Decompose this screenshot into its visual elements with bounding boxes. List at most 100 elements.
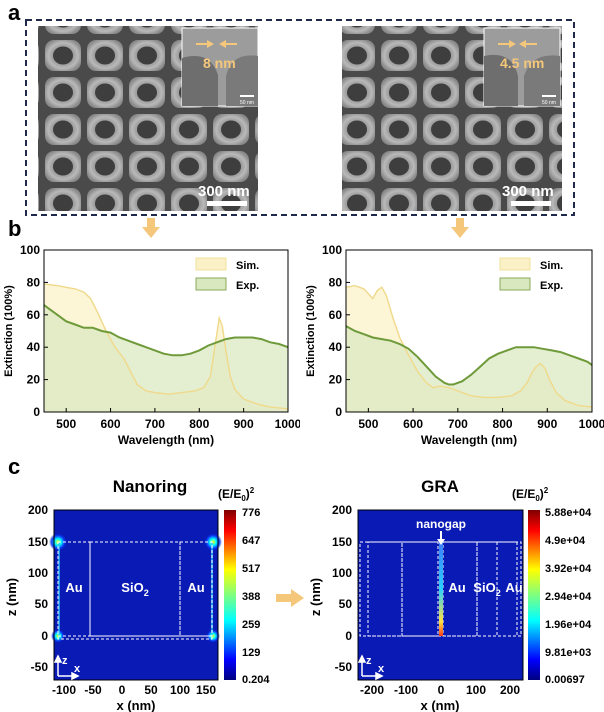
svg-text:-200: -200: [360, 683, 384, 697]
y-tick-label: 60: [329, 308, 343, 322]
scale-bar-label-left: 300 nm: [198, 183, 250, 200]
svg-text:x: x: [74, 663, 81, 675]
arrow-a-to-b-right: [451, 218, 469, 238]
svg-text:150: 150: [28, 535, 48, 549]
y-tick-label: 80: [27, 275, 41, 289]
svg-text:z: z: [366, 655, 372, 667]
y-tick-label: 60: [27, 308, 41, 322]
svg-text:x: x: [378, 663, 385, 675]
extinction-chart-right: 0 20 40 60 80 100 500 600 700 800 900 1000 Wavelengt…: [305, 243, 604, 447]
axis-glyph-left: [53, 654, 80, 681]
label-sio2-gra: SiO2: [473, 580, 500, 598]
legend-label-exp: Exp.: [236, 280, 259, 292]
nanogap-hotspot: [439, 542, 443, 636]
x-tick-label: 1000: [275, 417, 300, 431]
svg-text:0: 0: [345, 629, 352, 643]
legend-label-exp: Exp.: [540, 280, 563, 292]
x-tick-label: 600: [403, 417, 423, 431]
svg-text:388: 388: [242, 591, 260, 603]
sem-image-right: 4.5 nm 50 nm 300 nm: [342, 26, 562, 211]
sem-image-left: 8 nm 50 nm 300 nm: [38, 26, 259, 211]
svg-text:150: 150: [332, 535, 352, 549]
field-left-xticks: -100 -50 0 50 100 150: [52, 683, 216, 697]
colorbar-title-left: (E/E0)2: [218, 486, 255, 503]
inset-scale-right: 50 nm: [542, 100, 556, 106]
field-right-xticks: -200 -100 0 100 200: [360, 683, 520, 697]
svg-text:3.92e+04: 3.92e+04: [545, 563, 592, 575]
legend-swatch-exp: [195, 277, 227, 291]
arrow-c-left-to-right: [276, 589, 304, 607]
label-au-right: Au: [187, 580, 204, 595]
colorbar-title-right: (E/E0)2: [512, 486, 549, 503]
legend-label-sim: Sim.: [540, 260, 563, 272]
panel-a-sem: 8 nm 50 nm 300 nm 4.5 nm 50 nm 300 nm: [25, 19, 575, 238]
svg-text:-100: -100: [394, 683, 418, 697]
field-right-zticks: 200 150 100 50 0 -50: [332, 503, 352, 674]
colorbar-right: [528, 510, 540, 680]
x-tick-label: 1000: [579, 417, 604, 431]
svg-text:-50: -50: [84, 683, 102, 697]
scale-bar-right: [511, 201, 551, 206]
svg-text:-50: -50: [31, 660, 49, 674]
x-tick-label: 900: [537, 417, 557, 431]
svg-text:2.94e+04: 2.94e+04: [545, 591, 592, 603]
x-tick-label: 700: [448, 417, 468, 431]
svg-text:4.9e+04: 4.9e+04: [545, 535, 586, 547]
svg-text:1.96e+04: 1.96e+04: [545, 619, 592, 631]
svg-text:259: 259: [242, 619, 260, 631]
scale-bar-label-right: 300 nm: [502, 183, 554, 200]
svg-text:50: 50: [144, 683, 158, 697]
svg-text:9.81e+03: 9.81e+03: [545, 647, 591, 659]
label-au-gra-left: Au: [448, 580, 465, 595]
svg-text:-100: -100: [52, 683, 76, 697]
svg-text:50: 50: [35, 597, 49, 611]
x-tick-label: 900: [234, 417, 254, 431]
svg-text:200: 200: [28, 503, 48, 517]
x-tick-label: 800: [189, 417, 209, 431]
legend-swatch-sim: [195, 257, 227, 271]
series-line-exp: [43, 304, 289, 357]
svg-text:0.204: 0.204: [242, 674, 270, 686]
svg-text:-50: -50: [335, 660, 353, 674]
panel-letter-b: b: [8, 216, 22, 241]
field-plot-left: [54, 510, 218, 680]
field-left-zlabel: z (nm): [4, 578, 19, 616]
field-map-left: Nanoring Au SiO2 Au 200 150 100 50 0 -50…: [4, 477, 270, 712]
extinction-chart-left: 0 20 40 60 80 100 500 600 700 800 900 1000 Wavelengt…: [3, 243, 300, 447]
nanogap-label: nanogap: [416, 517, 466, 531]
colorbar-ticks-left: 776 647 517 388 259 129 0.204: [242, 507, 270, 686]
field-left-zticks: 200 150 100 50 0 -50: [28, 503, 48, 674]
svg-text:200: 200: [332, 503, 352, 517]
field-map-right: GRA nanogap Au SiO2 Au 200 150 100 50 0 …: [308, 477, 592, 712]
axes-frame: [345, 249, 593, 413]
svg-text:150: 150: [196, 683, 216, 697]
x-tick-label: 800: [493, 417, 513, 431]
scale-bar-left: [207, 201, 247, 206]
axis-glyph-right: [357, 654, 384, 681]
svg-text:50: 50: [339, 597, 353, 611]
legend-swatch-exp: [499, 277, 531, 291]
x-axis-label: Wavelength (nm): [421, 433, 517, 447]
panel-letter-a: a: [8, 0, 21, 25]
svg-text:0: 0: [119, 683, 126, 697]
y-tick-label: 80: [329, 275, 343, 289]
svg-text:100: 100: [466, 683, 486, 697]
label-au-gra-right: Au: [505, 580, 522, 595]
field-right-zlabel: z (nm): [308, 578, 323, 616]
inset-gap-label-right: 4.5 nm: [500, 55, 544, 71]
svg-text:100: 100: [170, 683, 190, 697]
y-axis-label: Extinction (100%): [305, 285, 317, 377]
y-tick-label: 100: [322, 243, 342, 257]
sem-dashed-frame: [25, 19, 575, 216]
label-au-left: Au: [65, 580, 82, 595]
x-tick-label: 600: [101, 417, 121, 431]
axes-frame: [43, 249, 289, 413]
x-tick-label: 500: [56, 417, 76, 431]
y-tick-label: 0: [335, 405, 342, 419]
y-tick-label: 20: [329, 373, 343, 387]
field-right-xlabel: x (nm): [421, 698, 460, 712]
x-axis-label: Wavelength (nm): [118, 433, 214, 447]
field-title-left: Nanoring: [113, 477, 188, 496]
svg-text:647: 647: [242, 535, 260, 547]
y-tick-label: 100: [20, 243, 40, 257]
